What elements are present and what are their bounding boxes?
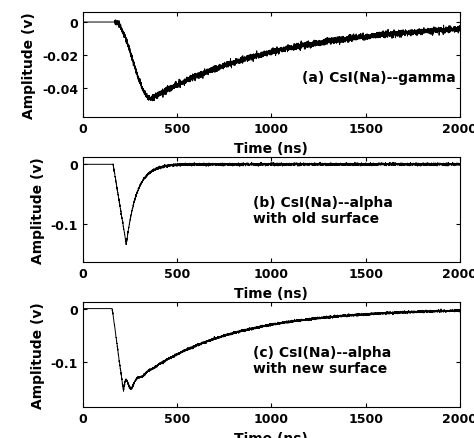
X-axis label: Time (ns): Time (ns)	[235, 286, 308, 300]
X-axis label: Time (ns): Time (ns)	[235, 141, 308, 155]
Text: (a) CsI(Na)--gamma: (a) CsI(Na)--gamma	[301, 71, 455, 85]
Y-axis label: Amplitude (v): Amplitude (v)	[31, 302, 45, 408]
Y-axis label: Amplitude (v): Amplitude (v)	[31, 157, 45, 264]
X-axis label: Time (ns): Time (ns)	[235, 431, 308, 438]
Text: (b) CsI(Na)--alpha
with old surface: (b) CsI(Na)--alpha with old surface	[253, 195, 392, 225]
Y-axis label: Amplitude (v): Amplitude (v)	[22, 12, 36, 119]
Text: (c) CsI(Na)--alpha
with new surface: (c) CsI(Na)--alpha with new surface	[253, 345, 391, 375]
